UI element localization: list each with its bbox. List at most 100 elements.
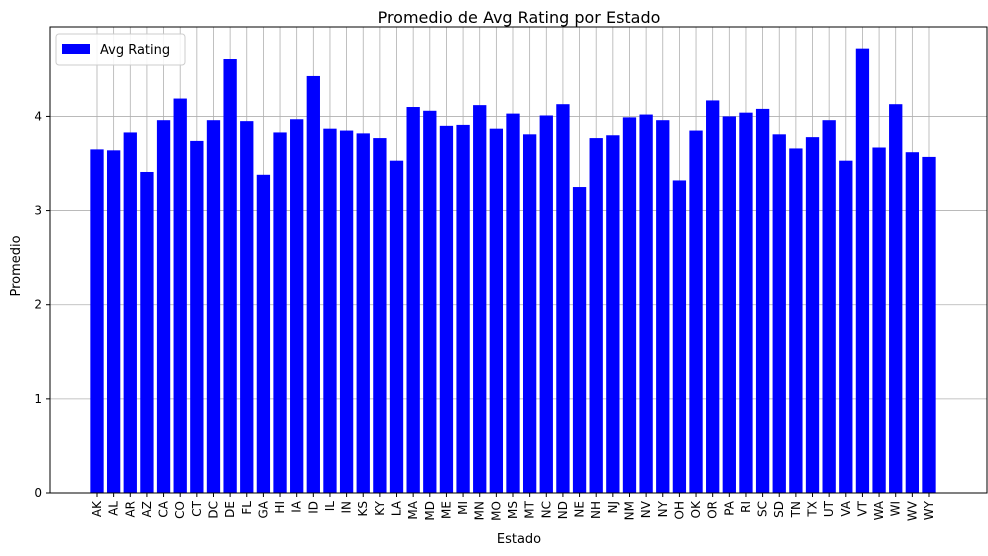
x-tick-label: ID [306,501,320,514]
bar-nh [589,138,603,494]
bar-tx [805,137,820,494]
bar-la [389,160,404,494]
bar-ut [822,120,836,493]
x-tick-label: CO [173,501,187,519]
x-tick-label: NM [622,501,636,520]
bar-nj [606,135,620,493]
legend-swatch [62,44,90,54]
bar-vt [855,48,870,493]
bar-ok [689,130,703,494]
y-axis-label: Promedio [9,235,24,296]
bar-tn [789,148,803,493]
x-tick-label: PA [722,500,736,515]
bar-mi [456,124,470,493]
x-tick-label: WY [922,500,936,520]
x-tick-label: MD [423,501,437,521]
bar-nm [622,117,637,493]
x-tick-label: MA [406,500,420,519]
bar-fl [240,121,254,493]
legend-box [55,33,186,66]
bar-mo [489,128,504,493]
x-tick-label: TN [789,501,803,518]
bar-pa [722,116,736,494]
bar-ri [739,112,753,493]
bar-nc [539,115,553,494]
bars-layer [90,48,936,494]
bar-ny [656,120,670,493]
x-tick-label: IN [340,501,354,514]
bar-wv [905,152,920,494]
x-tick-label: MS [506,501,520,519]
bar-ms [506,113,520,493]
bar-al [106,150,121,493]
legend-label: Avg Rating [100,43,170,58]
bar-mn [473,105,487,493]
x-tick-label: MI [456,501,470,515]
x-tick-label: WA [872,500,886,520]
y-axis-ticks: 0 1 2 3 4 [34,109,50,500]
x-tick-label: TX [806,501,820,518]
x-tick-label: DE [223,501,237,518]
bar-md [423,110,437,493]
bar-mt [522,134,537,493]
y-tick-label: 2 [34,298,42,312]
y-tick-label: 0 [34,486,42,500]
x-tick-label: KY [373,500,387,515]
x-tick-label: UT [822,500,836,517]
bar-az [140,171,154,493]
x-tick-label: SC [756,501,770,517]
bar-wi [889,104,903,494]
x-tick-label: AK [90,500,104,517]
x-tick-label: VT [855,500,869,516]
x-tick-label: GA [256,500,270,518]
x-tick-label: NC [539,501,553,518]
bar-in [339,130,354,494]
x-tick-label: NE [573,501,587,518]
x-tick-label: KS [356,501,370,517]
x-tick-label: ME [439,501,453,519]
bar-ne [572,187,587,493]
x-tick-label: MO [489,501,503,521]
bar-sc [755,108,770,494]
x-tick-label: NH [589,501,603,519]
bar-ak [90,149,104,493]
bar-ky [373,138,387,494]
bar-il [323,128,337,493]
x-tick-label: SD [772,501,786,518]
x-tick-label: WI [889,501,903,516]
x-tick-label: MT [523,500,537,518]
bar-oh [672,180,687,493]
bar-va [839,160,853,494]
x-tick-label: NY [656,500,670,517]
bar-me [439,125,454,494]
x-tick-label: LA [390,500,404,516]
bar-nv [639,114,653,493]
x-tick-label: OH [672,501,686,519]
x-tick-label: OK [689,500,703,518]
y-tick-label: 1 [34,392,42,406]
x-tick-label: FL [240,501,254,515]
bar-nd [556,104,570,494]
x-tick-label: IL [323,501,337,512]
chart-title: Promedio de Avg Rating por Estado [378,8,661,27]
bar-ca [156,120,171,493]
bar-de [223,59,237,493]
bar-wa [872,147,886,493]
bar-id [306,75,320,493]
bar-sd [772,134,786,493]
plot-frame [49,26,988,494]
x-axis-label: Estado [497,532,541,547]
bar-ct [190,140,204,493]
x-tick-label: HI [273,501,287,514]
x-tick-label: IA [290,500,304,513]
x-tick-label: WV [905,500,919,521]
x-tick-label: RI [739,501,753,513]
bar-ks [356,133,370,493]
x-tick-label: MN [473,501,487,520]
legend: Avg Rating [55,33,186,66]
x-tick-label: ND [556,501,570,519]
bar-ia [290,119,304,494]
bar-wy [922,156,936,493]
x-axis-ticks: AK AL AR AZ CA CO CT DC DE FL GA HI IA ID IL IN KS KY LA MA… [90,493,936,521]
